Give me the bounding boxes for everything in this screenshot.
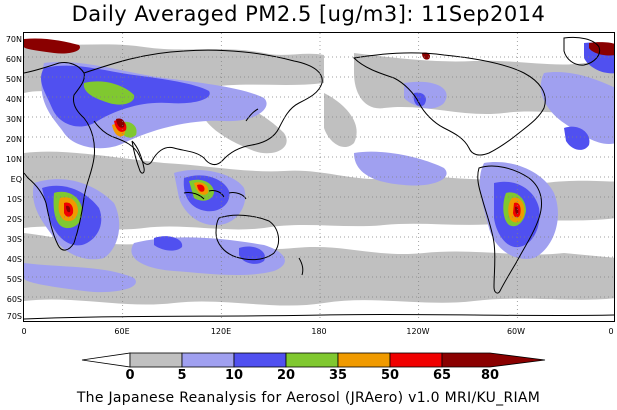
lon-label-0-east: 0 [608,327,614,336]
colorbar-segment-10-20 [181,352,235,368]
lon-label-60w: 60W [506,327,526,336]
colorbar-label-65: 65 [432,368,452,383]
colorbar-segment-20-35 [233,352,287,368]
lat-label-60s: 60S [6,295,22,304]
colorbar-segment-50-65 [337,352,391,368]
lon-label-0-west: 0 [21,327,27,336]
colorbar-label-50: 50 [380,368,400,383]
colorbar-label-35: 35 [328,368,348,383]
colorbar-label-5: 5 [177,368,187,383]
lon-label-120e: 120E [210,327,232,336]
colorbar-segment-5-10 [129,352,183,368]
map-canvas [24,33,614,321]
colorbar-label-10: 10 [224,368,244,383]
lat-label-20n: 20N [5,135,22,144]
lat-label-10s: 10S [6,195,22,204]
lat-label-40n: 40N [5,95,22,104]
dataset-credit: The Japanese Reanalysis for Aerosol (JRA… [76,390,541,406]
colorbar-segment-gt80 [441,352,546,368]
pm25-band-gt80 [24,38,614,215]
colorbar-segment-lt5 [81,352,131,368]
lon-label-60e: 60E [114,327,130,336]
colorbar-label-0: 0 [125,368,135,383]
lat-label-50n: 50N [5,75,22,84]
map-title: Daily Averaged PM2.5 [ug/m3]: 11Sep2014 [71,2,546,26]
colorbar-label-20: 20 [276,368,296,383]
lat-label-70n: 70N [5,35,22,44]
pm25-map [23,32,615,322]
colorbar-segment-35-50 [285,352,339,368]
lat-label-eq: EQ [10,175,22,184]
lon-label-120w: 120W [406,327,430,336]
colorbar-segment-65-80 [389,352,443,368]
lat-label-10n: 10N [5,155,22,164]
lat-label-70s: 70S [6,312,22,321]
lat-label-20s: 20S [6,215,22,224]
lat-label-30s: 30S [6,235,22,244]
graticule [24,33,614,321]
lat-label-40s: 40S [6,255,22,264]
lat-label-60n: 60N [5,55,22,64]
lon-label-180: 180 [311,327,327,336]
coastlines [24,36,614,320]
colorbar-label-80: 80 [480,368,500,383]
lat-label-30n: 30N [5,115,22,124]
lat-label-50s: 50S [6,275,22,284]
